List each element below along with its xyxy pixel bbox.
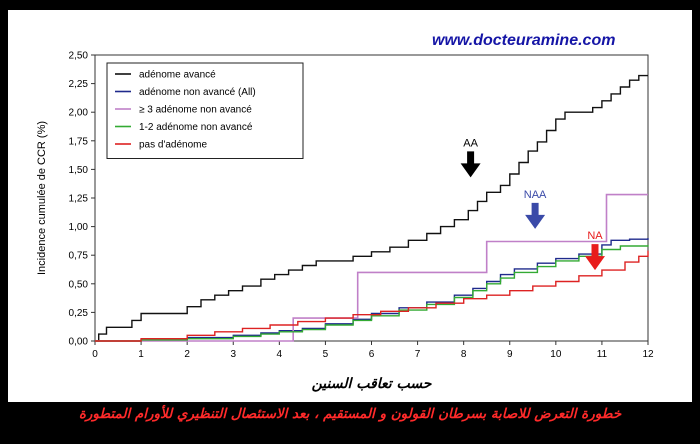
chart-panel: 0,00 0,25 0,50 0,75 1,00 1,25 1,50 1,75 2,00 2,25…	[8, 10, 692, 402]
x-tick-label: 12	[642, 349, 654, 360]
x-tick-label: 7	[415, 349, 421, 360]
legend-label-2: ≥ 3 adénome non avancé	[139, 105, 252, 116]
x-tick-label: 3	[230, 349, 236, 360]
annotations: AA NAA NA	[460, 137, 605, 271]
y-tick-label: 2,50	[69, 51, 89, 62]
chart-svg: 0,00 0,25 0,50 0,75 1,00 1,25 1,50 1,75 2,00 2,25…	[36, 51, 654, 393]
y-tick-label: 1,25	[69, 194, 89, 205]
y-tick-label: 0,25	[69, 308, 89, 319]
annotation-label-1: NAA	[524, 189, 547, 201]
caption: خطورة التعرض للاصابة بسرطان القولون و ال…	[78, 406, 622, 422]
annotation-arrow-1	[525, 202, 546, 229]
x-tick-label: 10	[550, 349, 562, 360]
axes: 0,00 0,25 0,50 0,75 1,00 1,25 1,50 1,75 2,00 2,25…	[36, 51, 654, 393]
y-tick-label: 2,25	[69, 79, 89, 90]
legend-label-4: pas d'adénome	[139, 140, 208, 151]
legend: adénome avancé adénome non avancé (All) ≥ …	[106, 62, 304, 159]
x-tick-label: 2	[184, 349, 190, 360]
y-tick-label: 1,50	[69, 165, 89, 176]
y-tick-label: 1,75	[69, 136, 89, 147]
x-tick-label: 5	[323, 349, 329, 360]
annotation-arrow-0	[460, 151, 481, 178]
y-tick-label: 2,00	[69, 108, 89, 119]
series-line-4	[95, 250, 649, 342]
series-line-0	[95, 74, 648, 342]
y-tick-label: 0,00	[69, 337, 89, 348]
x-axis-title: حسب تعاقب السنين	[312, 376, 433, 392]
series-line-2	[95, 193, 648, 342]
legend-box	[106, 62, 304, 159]
x-tick-label: 1	[138, 349, 144, 360]
legend-label-0: adénome avancé	[139, 70, 216, 81]
series-lines	[95, 74, 649, 342]
x-tick-label: 11	[597, 349, 608, 360]
x-tick-label: 0	[92, 349, 98, 360]
legend-label-1: adénome non avancé (All)	[139, 87, 256, 98]
annotation-label-0: AA	[463, 137, 478, 149]
annotation-label-2: NA	[587, 230, 603, 242]
legend-label-3: 1-2 adénome non avancé	[139, 122, 253, 133]
y-tick-label: 0,50	[69, 279, 89, 290]
series-line-3	[95, 244, 649, 342]
annotation-arrow-2	[585, 244, 605, 271]
y-tick-label: 0,75	[69, 251, 89, 262]
x-tick-label: 4	[277, 349, 283, 360]
x-tick-label: 6	[369, 349, 375, 360]
y-tick-label: 1,00	[69, 222, 89, 233]
x-tick-label: 8	[461, 349, 467, 360]
watermark: www.docteuramine.com	[432, 32, 616, 49]
x-tick-label: 9	[507, 349, 513, 360]
y-axis-title: Incidence cumulée de CCR (%)	[36, 121, 48, 275]
